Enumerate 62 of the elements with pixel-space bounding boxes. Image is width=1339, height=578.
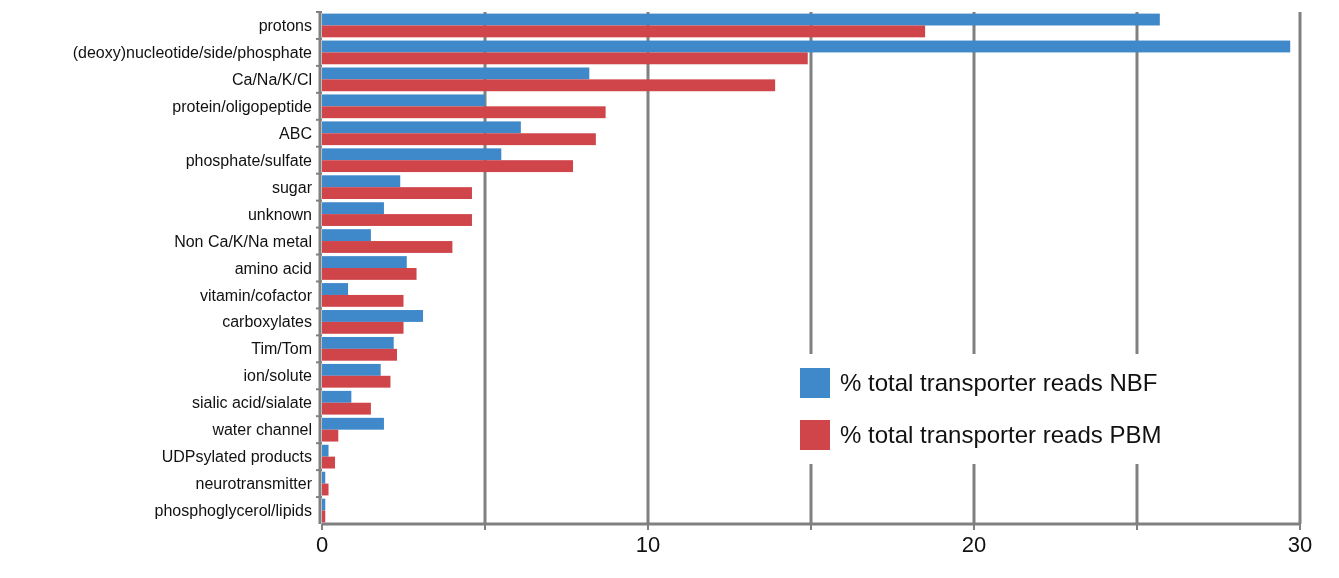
bar [322,121,521,134]
bar [322,483,329,496]
bar [322,187,472,200]
x-tick-label: 30 [1287,532,1313,557]
x-tick-label: 10 [635,532,661,557]
bar [322,25,926,38]
y-tick-label: (deoxy)nucleotide/side/phosphate [72,44,313,62]
y-tick-label: protons [258,17,312,35]
bar [322,40,1291,53]
bar [322,471,326,484]
bar [322,256,407,268]
y-tick-label: water channel [211,421,312,439]
y-tick-label: UDPsylated products [161,448,312,466]
bar [322,498,326,511]
y-tick-label: Non Ca/K/Na metal [174,232,312,250]
bar [322,321,404,334]
bar [322,106,606,119]
bar [322,429,339,442]
y-tick-label: amino acid [234,259,312,277]
bar [322,241,453,253]
bar [322,175,401,188]
bar [322,390,352,403]
bar [322,79,776,92]
bar [322,294,404,307]
bar [322,363,381,376]
bar [322,229,371,242]
y-tick-label: ion/solute [243,367,313,385]
bar [322,268,417,280]
bar [322,417,384,430]
bar [322,456,336,469]
bar [322,310,424,322]
y-tick-label: unknown [247,205,312,223]
y-tick-label: protein/oligopeptide [172,97,313,115]
bar [322,202,384,215]
y-tick-label: carboxylates [222,313,312,331]
y-tick-label: Tim/Tom [251,340,312,358]
bar [322,94,485,107]
bar [322,402,371,415]
legend-label: % total transporter reads PBM [840,421,1162,449]
y-tick-label: phosphoglycerol/lipids [154,502,312,520]
bar [322,160,574,173]
y-tick-label: ABC [279,124,312,142]
y-tick-label: sugar [271,178,313,196]
bar [322,13,1160,26]
y-tick-label: Ca/Na/K/Cl [231,70,312,88]
y-tick-label: vitamin/cofactor [199,286,313,304]
bar [322,348,397,361]
bar [322,375,391,388]
y-tick-label: neurotransmitter [195,475,313,493]
x-tick-label: 20 [961,532,987,557]
bar [322,283,349,295]
bar [322,214,472,226]
bar [322,52,808,65]
y-tick-label: phosphate/sulfate [185,151,313,169]
bar [322,444,329,457]
bar [322,133,596,146]
bar [322,336,394,349]
x-tick-label: 0 [315,532,329,557]
y-tick-label: sialic acid/sialate [191,394,313,412]
legend-label: % total transporter reads NBF [840,369,1158,397]
bar [322,67,590,80]
bar [322,148,502,161]
